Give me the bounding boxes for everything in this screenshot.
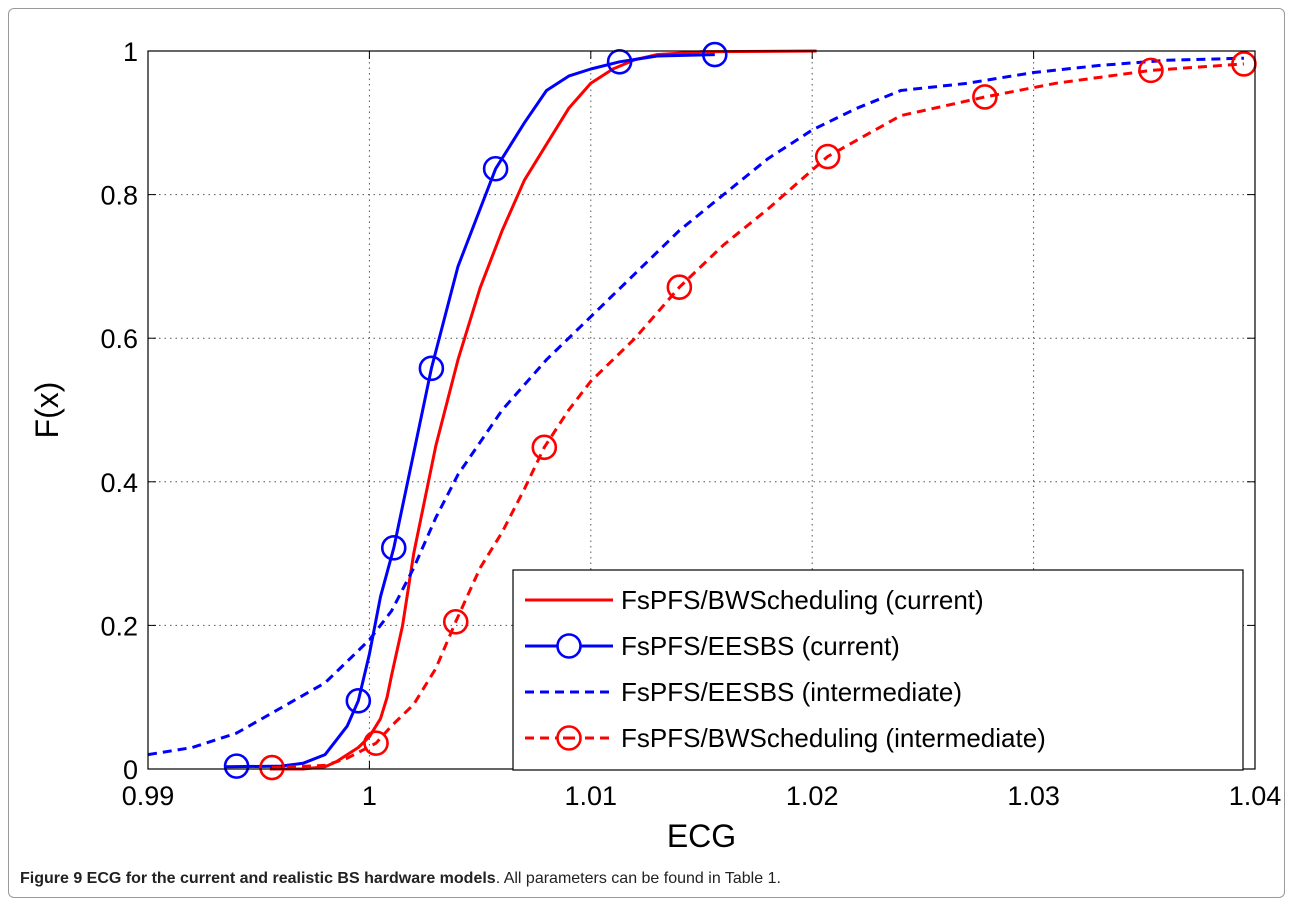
data-point	[363, 730, 389, 756]
x-tick-label: 1.03	[1007, 781, 1060, 811]
data-point	[482, 155, 509, 182]
data-point	[972, 84, 998, 110]
legend-entry: FsPFS/BWScheduling (current)	[621, 585, 984, 615]
legend: FsPFS/BWScheduling (current) FsPFS/EESBS …	[512, 569, 1244, 771]
data-point	[814, 143, 841, 170]
caption-text: . All parameters can be found in Table 1…	[495, 870, 781, 887]
y-tick-label: 0	[123, 755, 138, 785]
data-point	[1138, 57, 1164, 84]
series-fspfs-bwscheduling-current	[269, 49, 817, 771]
x-tick-label: 1	[362, 781, 377, 811]
x-tick-label: 1.02	[786, 781, 839, 811]
legend-entry: FsPFS/BWScheduling (intermediate)	[621, 723, 1046, 753]
data-point	[259, 754, 285, 781]
y-axis-label: F(x)	[29, 382, 65, 439]
x-tick-label: 1.01	[565, 781, 618, 811]
series-fspfs-bwscheduling-intermediate	[259, 51, 1257, 781]
grid	[148, 51, 1255, 769]
series-layer	[147, 41, 1257, 781]
x-axis-label: ECG	[667, 818, 736, 854]
data-point	[442, 609, 469, 635]
data-point	[223, 753, 250, 779]
series-line	[271, 62, 1245, 770]
series-fspfs-eesbs-intermediate	[147, 56, 1244, 757]
axis-ticks: 0.99 1 1.01 1.02 1.03 1.04 0 0.2 0.4 0.6 0.8 1	[100, 37, 1281, 811]
data-point	[606, 48, 633, 75]
caption-label: Figure 9 ECG for the current and realist…	[20, 870, 496, 887]
legend-entry: FsPFS/EESBS (intermediate)	[621, 677, 962, 707]
figure-caption: Figure 9 ECG for the current and realist…	[20, 870, 1270, 888]
data-point	[418, 355, 445, 382]
data-point	[345, 687, 372, 714]
legend-marker	[556, 633, 582, 659]
data-point	[380, 535, 407, 561]
y-tick-label: 1	[123, 37, 138, 67]
series-fspfs-eesbs-current	[223, 41, 728, 779]
series-line	[147, 56, 1244, 757]
data-point	[701, 41, 728, 68]
y-tick-label: 0.2	[100, 611, 138, 641]
legend-box	[512, 569, 1244, 771]
x-tick-label: 0.99	[122, 781, 175, 811]
series-line	[269, 49, 817, 771]
data-point	[531, 434, 558, 461]
series-line	[225, 53, 715, 769]
y-tick-label: 0.8	[100, 181, 138, 211]
legend-entry: FsPFS/EESBS (current)	[621, 631, 900, 661]
y-tick-label: 0.6	[100, 324, 138, 354]
data-point	[666, 274, 693, 301]
y-tick-label: 0.4	[100, 468, 138, 498]
x-tick-label: 1.04	[1229, 781, 1282, 811]
